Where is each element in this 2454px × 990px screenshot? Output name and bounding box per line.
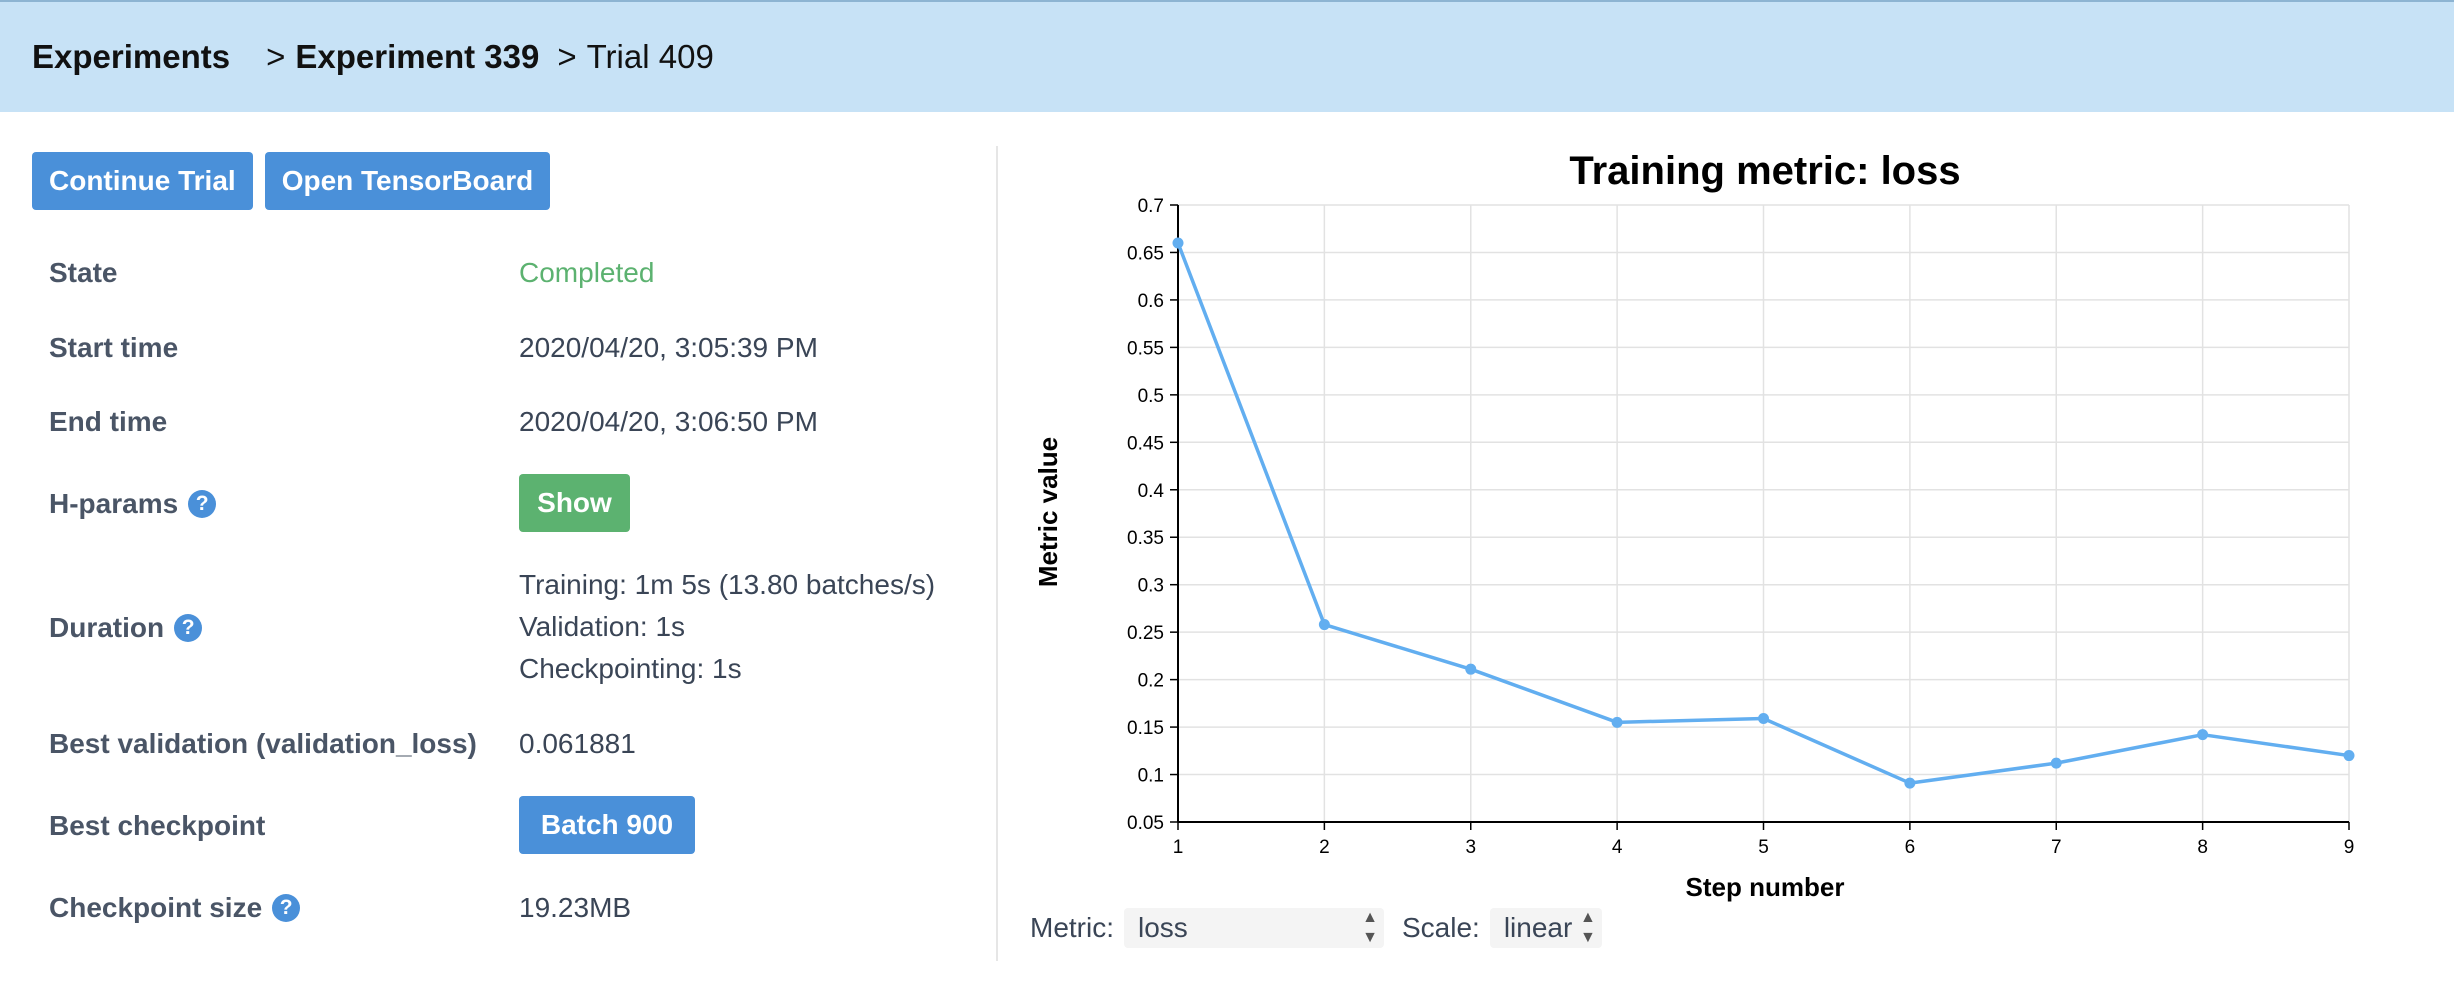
data-point (2050, 757, 2062, 769)
select-arrows-icon: ▲ ▼ (1362, 909, 1378, 946)
x-tick-label: 6 (1905, 837, 1916, 858)
duration-values: Training: 1m 5s (13.80 batches/s) Valida… (519, 564, 935, 690)
best-checkpoint-button[interactable]: Batch 900 (519, 796, 695, 854)
end-time-label: End time (49, 406, 168, 437)
chart-title: Training metric: loss (1569, 149, 1960, 193)
help-icon[interactable]: ? (272, 894, 301, 922)
x-axis-label: Step number (1686, 872, 1845, 902)
best-validation-label: Best validation (validation_loss) (49, 728, 477, 759)
y-tick-label: 0.35 (1127, 528, 1164, 549)
duration-checkpointing: Checkpointing: 1s (519, 653, 742, 684)
x-tick-label: 8 (2197, 837, 2208, 858)
show-hparams-button[interactable]: Show (519, 474, 630, 532)
help-icon[interactable]: ? (174, 614, 203, 642)
state-value: Completed (519, 257, 655, 288)
breadcrumb-experiments[interactable]: Experiments (32, 38, 231, 75)
data-point (1318, 619, 1330, 631)
breadcrumb-separator: > (266, 38, 286, 75)
y-tick-label: 0.65 (1127, 243, 1164, 264)
breadcrumb-bar: Experiments > Experiment 339 > Trial 409 (0, 0, 2454, 112)
start-time-value: 2020/04/20, 3:05:39 PM (519, 332, 818, 363)
open-tensorboard-button[interactable]: Open TensorBoard (264, 152, 551, 210)
x-tick-label: 5 (1758, 837, 1769, 858)
hparams-label: H-params (49, 488, 179, 519)
x-tick-label: 7 (2051, 837, 2062, 858)
data-point (1611, 716, 1623, 728)
y-tick-label: 0.2 (1138, 671, 1164, 692)
start-time-label: Start time (49, 332, 179, 363)
scale-label: Scale: (1402, 912, 1480, 943)
help-icon[interactable]: ? (188, 490, 217, 518)
scale-select[interactable]: linear ▲ ▼ (1489, 908, 1602, 948)
y-tick-label: 0.3 (1138, 576, 1164, 597)
y-tick-label: 0.6 (1138, 291, 1164, 312)
state-label: State (49, 257, 118, 288)
breadcrumb-trial: Trial 409 (586, 38, 714, 75)
metric-label: Metric: (1030, 912, 1114, 943)
y-tick-label: 0.55 (1127, 338, 1164, 359)
y-tick-label: 0.7 (1138, 196, 1164, 217)
metric-select[interactable]: loss ▲ ▼ (1124, 908, 1384, 948)
best-validation-value: 0.061881 (519, 728, 636, 759)
data-point (1465, 663, 1477, 675)
scale-select-value: linear (1503, 912, 1573, 943)
action-buttons: Continue Trial Open TensorBoard (32, 152, 551, 210)
y-tick-label: 0.05 (1127, 813, 1164, 834)
breadcrumb-experiment[interactable]: Experiment 339 (295, 38, 540, 75)
data-point (1172, 237, 1184, 249)
chart-svg: Training metric: loss 0.05 0.1 0.15 0.2 0.25… (1033, 149, 2355, 902)
y-tick-label: 0.5 (1138, 386, 1164, 407)
duration-label: Duration (49, 612, 165, 643)
data-point (1904, 777, 1916, 789)
checkpoint-size-label: Checkpoint size (49, 892, 263, 923)
y-tick-label: 0.4 (1138, 481, 1165, 502)
x-tick-label: 4 (1612, 837, 1623, 858)
data-point (2343, 750, 2355, 762)
data-point (2197, 729, 2209, 741)
metric-select-value: loss (1138, 912, 1188, 943)
y-tick-label: 0.15 (1127, 718, 1164, 739)
hparams-label-group: H-params ? (49, 488, 217, 520)
y-tick-label: 0.1 (1138, 766, 1164, 787)
chart-axes: 0.05 0.1 0.15 0.2 0.25 0.3 0.35 0.4 0.45 0.5 0.55 0… (1127, 196, 2354, 858)
y-tick-label: 0.45 (1127, 433, 1164, 454)
duration-validation: Validation: 1s (519, 611, 686, 642)
chart-controls: Metric: loss ▲ ▼ Scale: linear ▲ ▼ (1030, 908, 1602, 948)
x-tick-label: 3 (1465, 837, 1476, 858)
data-point (1758, 713, 1769, 725)
training-metric-chart: Training metric: loss 0.05 0.1 0.15 0.2 0.25… (1020, 140, 2440, 920)
best-checkpoint-label: Best checkpoint (49, 810, 266, 841)
y-axis-label: Metric value (1033, 437, 1063, 587)
x-tick-label: 1 (1173, 837, 1184, 858)
chart-series (1172, 237, 2355, 789)
checkpoint-size-value: 19.23MB (519, 892, 632, 923)
x-tick-label: 9 (2344, 837, 2355, 858)
end-time-value: 2020/04/20, 3:06:50 PM (519, 406, 818, 437)
continue-trial-button[interactable]: Continue Trial (32, 152, 253, 210)
duration-training: Training: 1m 5s (13.80 batches/s) (519, 569, 936, 600)
select-arrows-icon: ▲ ▼ (1579, 909, 1596, 946)
chart-grid (1177, 204, 2350, 823)
breadcrumb-separator: > (557, 38, 577, 75)
checkpoint-size-label-group: Checkpoint size ? (49, 892, 301, 924)
pane-divider (996, 146, 998, 961)
x-tick-label: 2 (1319, 837, 1330, 858)
duration-label-group: Duration ? (49, 612, 203, 644)
y-tick-label: 0.25 (1127, 623, 1164, 644)
